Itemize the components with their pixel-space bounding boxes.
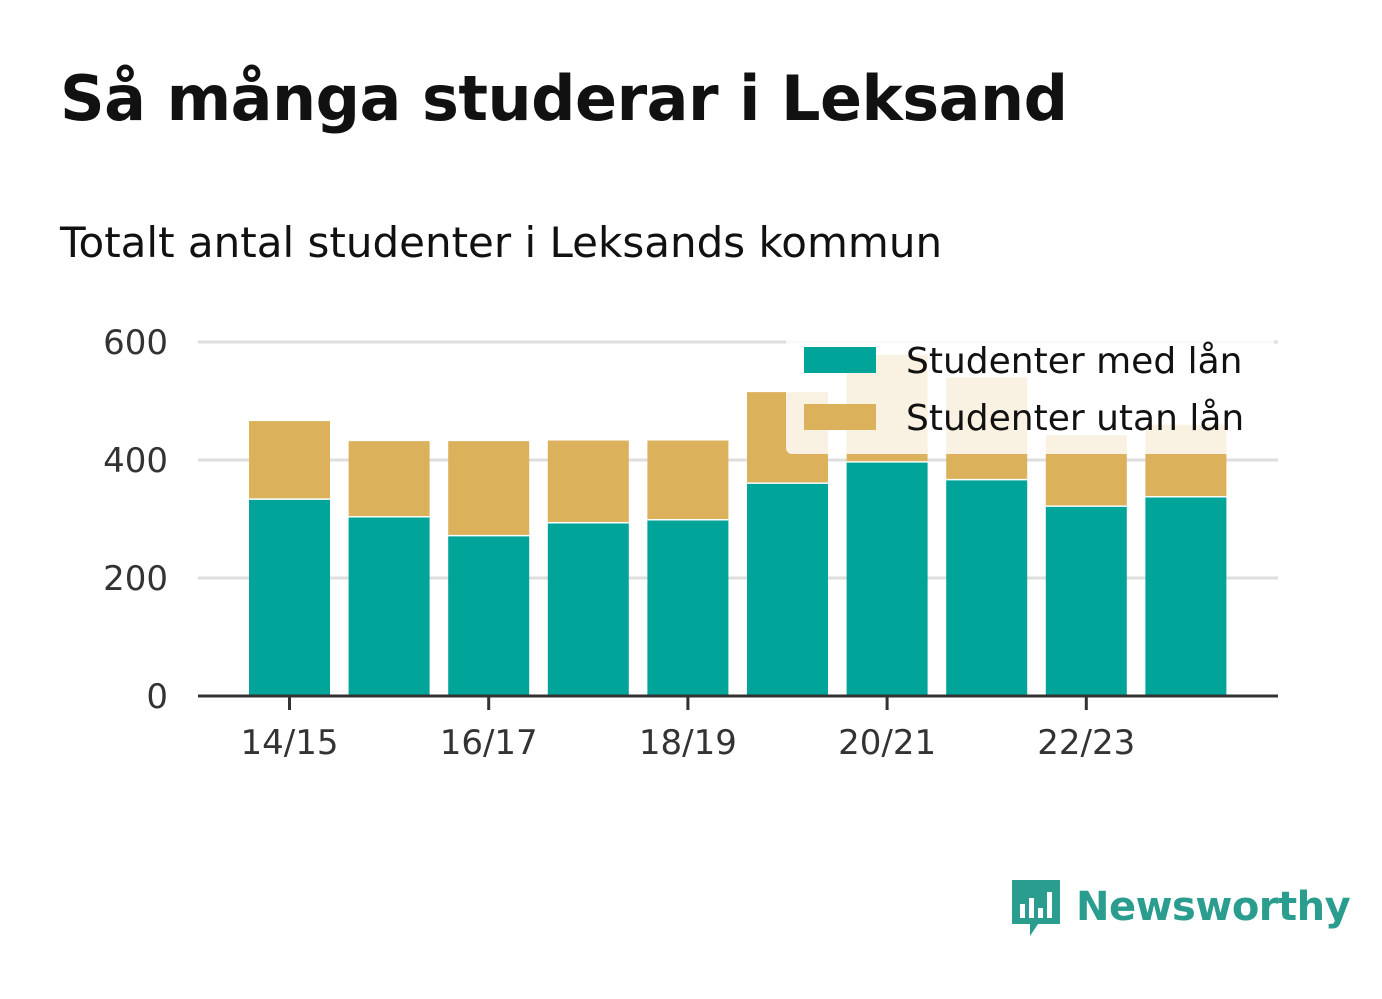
legend-swatch bbox=[804, 404, 876, 430]
x-tick-label: 22/23 bbox=[1037, 723, 1135, 763]
x-tick-label: 18/19 bbox=[639, 723, 737, 763]
bars bbox=[249, 354, 1227, 696]
x-tick-label: 14/15 bbox=[241, 723, 339, 763]
brand: Newsworthy bbox=[1010, 876, 1351, 938]
bar-segment bbox=[547, 521, 629, 696]
legend-label: Studenter utan lån bbox=[906, 398, 1244, 439]
bar-segment bbox=[348, 516, 430, 696]
brand-name: Newsworthy bbox=[1076, 884, 1351, 930]
bar-segment bbox=[946, 478, 1028, 696]
legend: Studenter med lån Studenter utan lån bbox=[786, 326, 1274, 454]
x-tick-label: 16/17 bbox=[440, 723, 538, 763]
bar-segment bbox=[249, 498, 330, 696]
chart-title: Så många studerar i Leksand bbox=[60, 62, 1068, 135]
y-tick-label: 600 bbox=[103, 323, 168, 363]
bar-segment bbox=[448, 534, 530, 696]
bar-segment bbox=[647, 519, 729, 696]
bar-segment bbox=[1045, 505, 1127, 696]
bar-segment bbox=[846, 461, 928, 696]
x-axis: 14/15 16/17 18/19 20/21 22/23 bbox=[198, 694, 1278, 763]
legend-background bbox=[786, 326, 1274, 454]
bar-segment bbox=[647, 440, 729, 519]
bar-segment bbox=[1145, 495, 1227, 696]
y-tick-label: 200 bbox=[103, 559, 168, 599]
y-axis: 0 200 400 600 bbox=[103, 323, 168, 717]
chart-subtitle: Totalt antal studenter i Leksands kommun bbox=[60, 218, 943, 267]
y-tick-label: 0 bbox=[146, 677, 168, 717]
bar-segment bbox=[547, 440, 629, 522]
bar-segment bbox=[348, 441, 430, 517]
y-tick-label: 400 bbox=[103, 441, 168, 481]
bar-segment bbox=[747, 482, 828, 696]
legend-label: Studenter med lån bbox=[906, 341, 1243, 382]
newsworthy-logo-icon bbox=[1012, 880, 1060, 936]
x-tick-label: 20/21 bbox=[838, 723, 936, 763]
bar-segment bbox=[249, 421, 330, 499]
legend-swatch bbox=[804, 347, 876, 373]
bar-segment bbox=[448, 441, 530, 535]
